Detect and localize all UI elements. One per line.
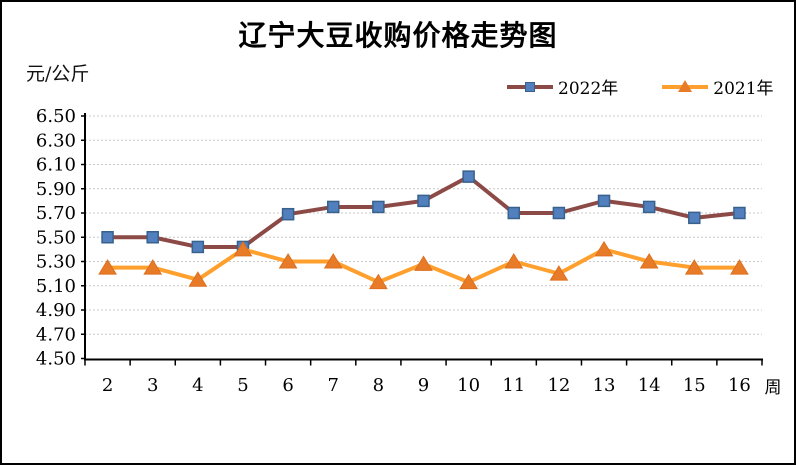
y-tick-label: 5.50 xyxy=(36,227,76,248)
legend-swatch-2022 xyxy=(507,79,553,95)
x-tick-label: 14 xyxy=(638,375,661,396)
legend: 2022年 2021年 xyxy=(507,74,774,99)
data-point-marker xyxy=(372,200,385,214)
x-tick-label: 7 xyxy=(328,375,339,396)
data-point-marker xyxy=(642,200,656,214)
y-tick-label: 6.50 xyxy=(36,106,76,127)
data-point-marker xyxy=(730,259,749,275)
data-point-marker xyxy=(504,253,524,269)
x-tick-label: 3 xyxy=(147,375,158,396)
data-point-marker xyxy=(146,231,159,244)
data-point-marker xyxy=(684,259,704,275)
x-axis-title: 周 xyxy=(765,378,782,398)
x-tick-label: 13 xyxy=(593,375,616,396)
x-tick-label: 12 xyxy=(547,375,570,396)
x-tick-label: 16 xyxy=(728,375,751,396)
y-tick-label: 4.70 xyxy=(36,324,76,345)
data-point-marker xyxy=(688,211,701,225)
square-marker-icon xyxy=(525,81,535,92)
data-point-marker xyxy=(233,240,253,257)
x-tick-label: 11 xyxy=(502,375,525,396)
data-point-marker xyxy=(326,200,340,214)
data-point-marker xyxy=(188,271,208,287)
x-tick-label: 8 xyxy=(373,375,384,396)
data-point-marker xyxy=(549,265,569,281)
x-tick-label: 15 xyxy=(683,375,706,396)
data-point-marker xyxy=(417,194,430,208)
y-tick-label: 6.10 xyxy=(36,155,76,176)
legend-item-2021: 2021年 xyxy=(662,74,774,99)
data-point-marker xyxy=(98,259,117,275)
y-axis-unit-label: 元/公斤 xyxy=(26,63,90,85)
triangle-marker-icon xyxy=(678,79,693,92)
y-tick-label: 5.30 xyxy=(36,252,76,273)
data-point-marker xyxy=(459,273,479,290)
y-tick-label: 4.90 xyxy=(36,300,76,321)
x-tick-label: 10 xyxy=(457,375,480,396)
data-point-marker xyxy=(594,240,614,257)
data-point-marker xyxy=(414,255,433,271)
data-point-marker xyxy=(368,273,388,290)
y-tick-label: 4.50 xyxy=(36,349,76,370)
data-point-marker xyxy=(191,240,205,254)
legend-swatch-2021 xyxy=(662,79,709,95)
data-point-marker xyxy=(639,253,659,269)
data-point-marker xyxy=(278,253,298,269)
data-point-marker xyxy=(143,259,163,275)
y-tick-label: 5.10 xyxy=(36,276,76,297)
y-tick-label: 6.30 xyxy=(36,130,76,151)
legend-label-2022: 2022年 xyxy=(558,79,619,99)
x-tick-label: 4 xyxy=(192,375,203,396)
x-tick-label: 6 xyxy=(282,375,293,396)
data-point-marker xyxy=(507,206,521,220)
data-point-marker xyxy=(462,170,475,183)
data-point-marker xyxy=(552,206,566,220)
y-tick-label: 5.90 xyxy=(36,179,76,200)
data-point-marker xyxy=(733,206,746,220)
chart-title: 辽宁大豆收购价格走势图 xyxy=(238,19,558,52)
data-point-marker xyxy=(597,194,611,208)
legend-label-2021: 2021年 xyxy=(713,79,774,99)
data-point-marker xyxy=(281,207,295,221)
y-tick-label: 5.70 xyxy=(36,203,76,224)
data-point-marker xyxy=(323,253,343,269)
x-tick-label: 9 xyxy=(418,375,429,396)
data-point-marker xyxy=(101,231,114,244)
x-tick-label: 5 xyxy=(237,375,248,396)
x-tick-label: 2 xyxy=(102,375,113,396)
legend-item-2022: 2022年 xyxy=(507,74,618,99)
